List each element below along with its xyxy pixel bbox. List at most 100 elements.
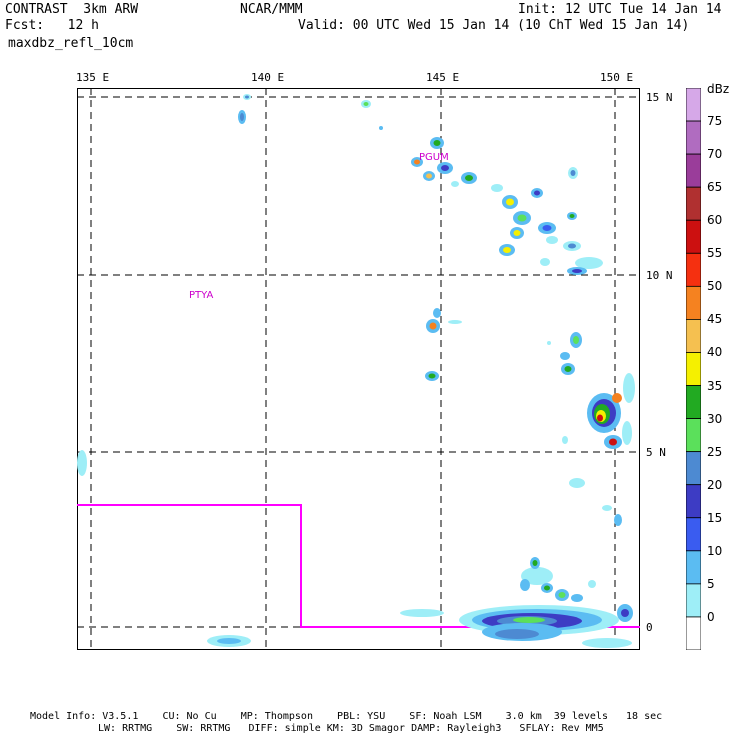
colorbar-units: dBz [707,82,730,96]
echo-cell [582,638,632,648]
echo-core [465,175,473,181]
echo-cell [400,609,444,617]
lat-label-15n: 15 N [646,91,673,104]
colorbar-level-label: 75 [707,114,723,129]
echo-cell [77,450,87,476]
echo-core [568,243,576,249]
colorbar-level-label: 0 [707,609,715,624]
echo-core [245,95,249,99]
lat-label-0: 0 [646,621,653,634]
echo-cell [521,567,553,585]
echo-cell [622,421,632,445]
colorbar-level-label: 25 [707,444,723,459]
echo-core [428,373,436,379]
colorbar-swatch [686,186,701,221]
echo-cell [560,352,570,360]
colorbar [686,88,701,650]
init-time: Init: 12 UTC Tue 14 Jan 14 [518,2,722,17]
echo-core [534,190,540,196]
echo-core [441,165,449,171]
colorbar-swatch [686,583,701,618]
colorbar-level-label: 10 [707,543,723,558]
echo-cell [546,236,558,244]
lon-label-150: 150 E [600,71,634,84]
colorbar-swatch [686,451,701,486]
echo-core [597,414,603,422]
echo-cell [614,514,622,526]
map-frame [77,88,640,650]
model-info-line2: LW: RRTMG SW: RRTMG DIFF: simple KM: 3D … [98,723,604,734]
echo-core [558,592,566,598]
echo-core [621,609,629,617]
field-name: maxdbz_refl_10cm [8,36,134,51]
colorbar-swatch [686,219,701,254]
echo-core [517,214,527,222]
echo-core [414,159,420,165]
center-name: NCAR/MMM [240,2,303,17]
colorbar-swatch [686,352,701,386]
echo-cell [433,308,441,318]
colorbar-level-label: 40 [707,345,723,360]
colorbar-swatch [686,285,701,320]
echo-cell [451,181,459,187]
colorbar-level-label: 15 [707,510,723,525]
echo-core [572,269,582,273]
colorbar-level-label: 20 [707,477,723,492]
colorbar-swatch [686,550,701,585]
lat-label-5n: 5 N [646,446,666,459]
reflectivity-map [77,88,640,650]
colorbar-swatch [686,385,701,419]
colorbar-swatch [686,153,701,188]
echo-core [564,366,572,372]
station-label-pgum: PGUM [419,152,449,163]
echo-core [513,230,521,236]
echo-cell [602,505,612,511]
colorbar-level-label: 5 [707,576,715,591]
echo-band [495,629,539,639]
colorbar-level-label: 55 [707,246,723,261]
colorbar-level-label: 60 [707,213,723,228]
echo-core [569,214,575,218]
colorbar-level-label: 70 [707,147,723,162]
echo-core [532,560,538,566]
echo-core [426,173,432,179]
echo-cell [491,184,503,192]
echo-core [503,247,511,253]
colorbar-swatch [686,616,701,650]
colorbar-swatch [686,319,701,353]
echo-core [429,322,437,330]
echo-core [612,393,622,403]
reflectivity-echoes [77,94,635,648]
echo-core [544,585,550,591]
colorbar-swatch [686,120,701,155]
colorbar-level-label: 45 [707,312,723,327]
echo-core [240,113,244,121]
colorbar-swatch [686,418,701,453]
echo-cell [623,373,635,403]
colorbar-swatch [686,88,701,122]
echo-cell [520,579,530,591]
lon-label-135: 135 E [76,71,110,84]
station-label-ptya: PTYA [189,290,214,301]
echo-cell [569,478,585,488]
echo-core [363,102,369,106]
echo-core [573,336,579,344]
colorbar-swatch [686,517,701,552]
lon-label-140: 140 E [251,71,285,84]
forecast-hour: Fcst: 12 h [5,18,99,33]
echo-core [609,438,617,446]
colorbar-swatch [686,252,701,287]
echo-core [217,638,241,644]
model-title: CONTRAST 3km ARW [5,2,139,17]
colorbar-level-label: 65 [707,180,723,195]
echo-core [570,170,576,176]
echo-core [542,225,552,231]
colorbar-level-label: 30 [707,411,723,426]
valid-time: Valid: 00 UTC Wed 15 Jan 14 (10 ChT Wed … [298,18,690,33]
echo-cell [571,594,583,602]
echo-band-core [513,617,545,623]
echo-cell [448,320,462,324]
echo-cell [379,126,383,130]
colorbar-level-label: 50 [707,279,723,294]
echo-cell [540,258,550,266]
